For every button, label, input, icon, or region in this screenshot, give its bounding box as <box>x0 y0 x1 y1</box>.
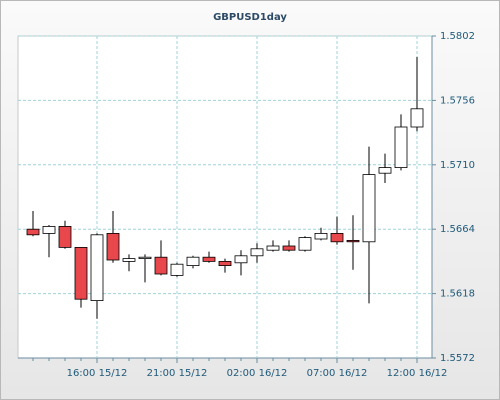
candle-body <box>202 256 216 262</box>
candle-body <box>42 225 56 234</box>
candle-body <box>122 258 136 262</box>
candle-body <box>90 234 104 302</box>
y-tick-label: 1.5572 <box>440 353 475 364</box>
candle-body <box>74 246 88 300</box>
candle-body <box>330 232 344 243</box>
candle-body <box>234 255 248 264</box>
x-tick-label: 02:00 16/12 <box>227 368 288 379</box>
y-tick-label: 1.5710 <box>440 160 475 171</box>
candle-body <box>362 174 376 243</box>
candle-body <box>170 263 184 276</box>
candle-body <box>266 245 280 251</box>
candle-body <box>282 245 296 251</box>
candle-body <box>218 260 232 266</box>
candle-body <box>154 256 168 275</box>
candle-body <box>394 126 408 168</box>
y-tick-label: 1.5664 <box>440 224 475 235</box>
y-tick-label: 1.5802 <box>440 31 475 42</box>
candle-body <box>58 225 72 248</box>
candle-body <box>186 256 200 267</box>
candle-body <box>314 232 328 240</box>
candle-body <box>106 232 120 261</box>
y-tick-label: 1.5756 <box>440 95 475 106</box>
x-tick-label: 07:00 16/12 <box>307 368 368 379</box>
x-tick-label: 16:00 15/12 <box>67 368 128 379</box>
candle-body <box>298 237 312 251</box>
candle-body <box>250 248 264 257</box>
candle-body <box>26 228 40 236</box>
y-tick-label: 1.5618 <box>440 289 475 300</box>
candle-body <box>410 108 424 128</box>
x-tick-label: 12:00 16/12 <box>387 368 448 379</box>
candle-body <box>378 167 392 174</box>
candle-body <box>346 239 360 243</box>
candle-body <box>138 256 152 260</box>
x-tick-label: 21:00 15/12 <box>147 368 208 379</box>
chart-title: GBPUSD1day <box>213 12 287 23</box>
